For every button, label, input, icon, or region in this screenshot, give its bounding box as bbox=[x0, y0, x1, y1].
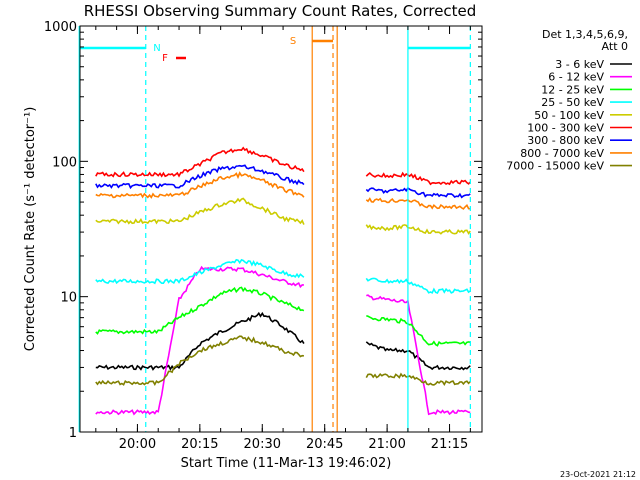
plot-frame bbox=[79, 25, 483, 433]
series-line bbox=[366, 294, 471, 416]
series-line bbox=[95, 164, 305, 190]
flag-lines: NF S bbox=[78, 26, 471, 432]
y-tick-label: 100 bbox=[52, 155, 77, 170]
series-line bbox=[95, 286, 305, 335]
x-axis-label: Start Time (11-Mar-13 19:46:02) bbox=[181, 456, 392, 471]
y-tick-label: 1000 bbox=[44, 20, 77, 35]
series-line bbox=[95, 197, 305, 225]
series-line bbox=[365, 372, 471, 386]
legend-header: Att 0 bbox=[602, 40, 628, 53]
series-line bbox=[365, 277, 471, 294]
x-tick-label: 21:15 bbox=[431, 437, 468, 452]
legend-label: 12 - 25 keV bbox=[541, 83, 604, 96]
legend-label: 50 - 100 keV bbox=[534, 109, 604, 122]
legend-label: 7000 - 15000 keV bbox=[506, 160, 604, 173]
plot-area bbox=[95, 146, 471, 416]
x-tick-label: 20:15 bbox=[181, 437, 218, 452]
series-line bbox=[365, 197, 471, 210]
legend-label: 6 - 12 keV bbox=[548, 71, 604, 84]
flag-annotation: N bbox=[153, 43, 160, 54]
series-line bbox=[365, 186, 471, 199]
series-line bbox=[95, 146, 305, 178]
series-line bbox=[95, 265, 304, 416]
series-line bbox=[365, 224, 471, 235]
legend-label: 100 - 300 keV bbox=[527, 122, 604, 135]
y-tick-label: 1 bbox=[69, 426, 77, 441]
series-line bbox=[365, 171, 471, 186]
x-tick-label: 20:00 bbox=[119, 437, 156, 452]
series-line bbox=[95, 335, 304, 387]
chart-title: RHESSI Observing Summary Count Rates, Co… bbox=[84, 2, 477, 20]
axis-ticks: 1 10 100 1000 20:00 20:15 20:30 20:45 21:00 21:15 bbox=[44, 20, 482, 452]
legend-label: 3 - 6 keV bbox=[555, 58, 604, 71]
x-tick-label: 20:30 bbox=[244, 437, 281, 452]
footer-timestamp: 23-Oct-2021 21:12 bbox=[560, 470, 636, 479]
flag-annotation: S bbox=[290, 36, 296, 47]
flag-annotation: F bbox=[162, 53, 168, 64]
y-tick-label: 10 bbox=[60, 291, 77, 306]
legend-header: Det 1,3,4,5,6,9, bbox=[542, 28, 628, 41]
legend-label: 25 - 50 keV bbox=[541, 96, 604, 109]
series-line bbox=[95, 171, 305, 199]
series-line bbox=[95, 258, 305, 285]
series-line bbox=[95, 311, 305, 371]
x-tick-label: 20:45 bbox=[306, 437, 343, 452]
y-axis-label: Corrected Count Rate (s⁻¹ detector⁻¹) bbox=[23, 107, 38, 352]
legend-label: 300 - 800 keV bbox=[527, 134, 604, 147]
series-line bbox=[366, 314, 471, 347]
legend-label: 800 - 7000 keV bbox=[520, 147, 604, 160]
x-tick-label: 21:00 bbox=[368, 437, 405, 452]
